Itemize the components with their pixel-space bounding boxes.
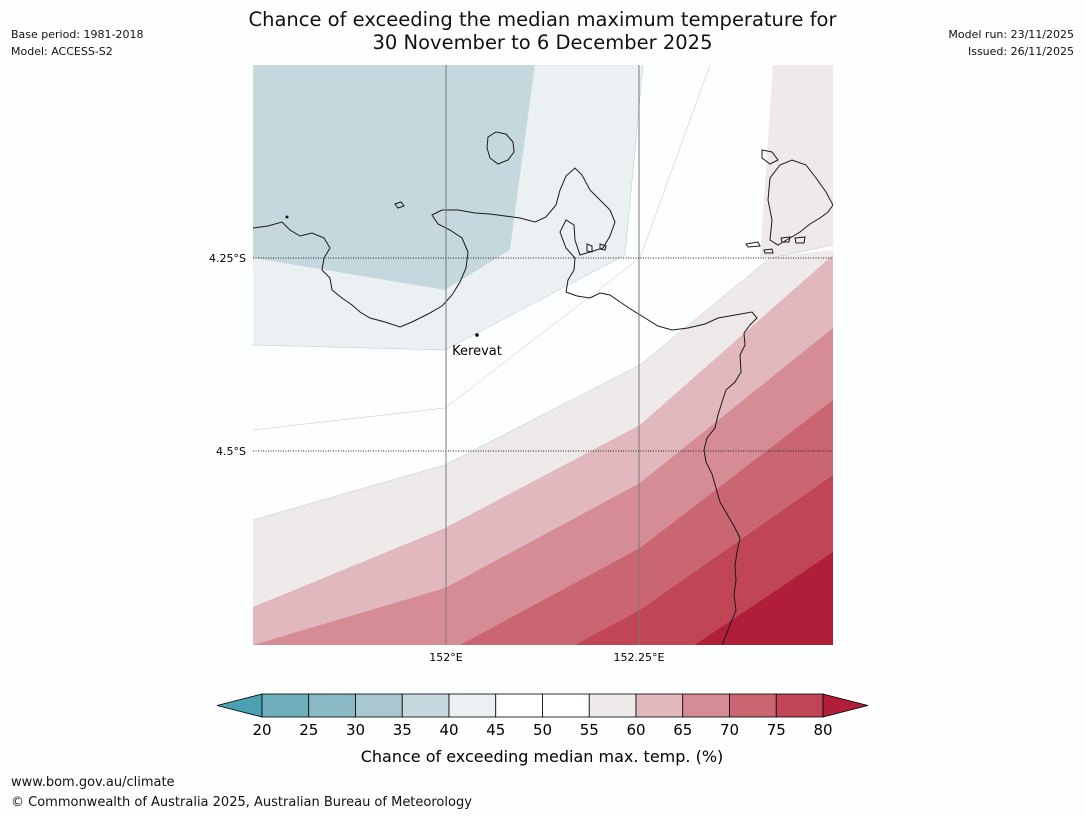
colorbar-segment	[542, 693, 590, 718]
map-title: Chance of exceeding the median maximum t…	[200, 8, 885, 54]
colorbar-segment	[682, 693, 730, 718]
colorbar-segment	[495, 693, 543, 718]
graticule	[253, 65, 833, 645]
contour-lines	[253, 65, 833, 521]
title-line-2: 30 November to 6 December 2025	[372, 31, 713, 54]
colorbar-segment	[261, 693, 310, 718]
colorbar-tick-label: 45	[486, 721, 505, 739]
small-islet-3	[745, 241, 761, 248]
colorbar-tick-label: 20	[252, 721, 271, 739]
colorbar-tick-label: 80	[813, 721, 832, 739]
metadata-left: Base period: 1981-2018 Model: ACCESS-S2	[11, 26, 143, 60]
colorbar-tick-label: 60	[626, 721, 645, 739]
small-islet-6	[794, 236, 806, 244]
colorbar-tick-label: 65	[673, 721, 692, 739]
colorbar-tick-label: 30	[346, 721, 365, 739]
base-period-text: Base period: 1981-2018	[11, 28, 144, 41]
probability-bands: Kerevat	[253, 65, 833, 645]
small-islet-7	[586, 243, 593, 253]
gazelle-peninsula-coast	[253, 167, 758, 645]
colorbar-segment	[588, 693, 637, 718]
colorbar-tick-label: 40	[439, 721, 458, 739]
new-ireland-coast	[767, 159, 833, 246]
colorbar-tick-label: 50	[533, 721, 552, 739]
band-35-40	[253, 65, 535, 290]
small-islet-5	[780, 236, 791, 243]
tiny-islet	[285, 215, 289, 219]
colorbar-tick-label: 25	[299, 721, 318, 739]
model-text: Model: ACCESS-S2	[11, 45, 113, 58]
colorbar-extend-high	[822, 693, 869, 718]
footer-copyright: © Commonwealth of Australia 2025, Austra…	[11, 795, 472, 810]
coastline	[253, 131, 833, 645]
colorbar-segment	[401, 693, 450, 718]
colorbar-extend-low	[216, 693, 263, 718]
colorbar-segment	[308, 693, 356, 718]
small-islet-2	[761, 149, 779, 165]
small-islet-1	[394, 201, 405, 209]
small-islet-4	[763, 248, 774, 254]
colorbar-label: Chance of exceeding median max. temp. (%…	[361, 747, 724, 766]
lat-label-4-25: 4.25°S	[209, 252, 246, 265]
colorbar-segment	[355, 693, 403, 718]
lon-label-152: 152°E	[429, 651, 462, 664]
band-40-45	[253, 65, 643, 350]
lon-label-152-25: 152.25°E	[614, 651, 665, 664]
colorbar-tick-label: 70	[720, 721, 739, 739]
colorbar-tick-label: 75	[767, 721, 786, 739]
footer-url: www.bom.gov.au/climate	[11, 775, 175, 790]
colorbar-segment	[635, 693, 684, 718]
duke-of-york-island	[486, 131, 515, 165]
metadata-right: Model run: 23/11/2025 Issued: 26/11/2025	[948, 26, 1074, 60]
title-line-1: Chance of exceeding the median maximum t…	[248, 8, 837, 31]
lat-label-4-5: 4.5°S	[216, 445, 246, 458]
colorbar-tick-label: 35	[393, 721, 412, 739]
band-above-85	[695, 552, 833, 645]
colorbar-tick-label: 55	[580, 721, 599, 739]
colorbar-segment	[775, 693, 824, 718]
kerevat-marker	[475, 333, 479, 337]
small-islet-8	[599, 243, 607, 251]
colorbar-segment	[448, 693, 497, 718]
colorbar-segment	[729, 693, 777, 718]
colorbar: 20 25 30 35 40 45 50 55 60 65 70 75 80	[216, 693, 869, 739]
kerevat-label: Kerevat	[452, 344, 502, 359]
model-run-text: Model run: 23/11/2025	[948, 28, 1074, 41]
issued-text: Issued: 26/11/2025	[967, 45, 1074, 58]
